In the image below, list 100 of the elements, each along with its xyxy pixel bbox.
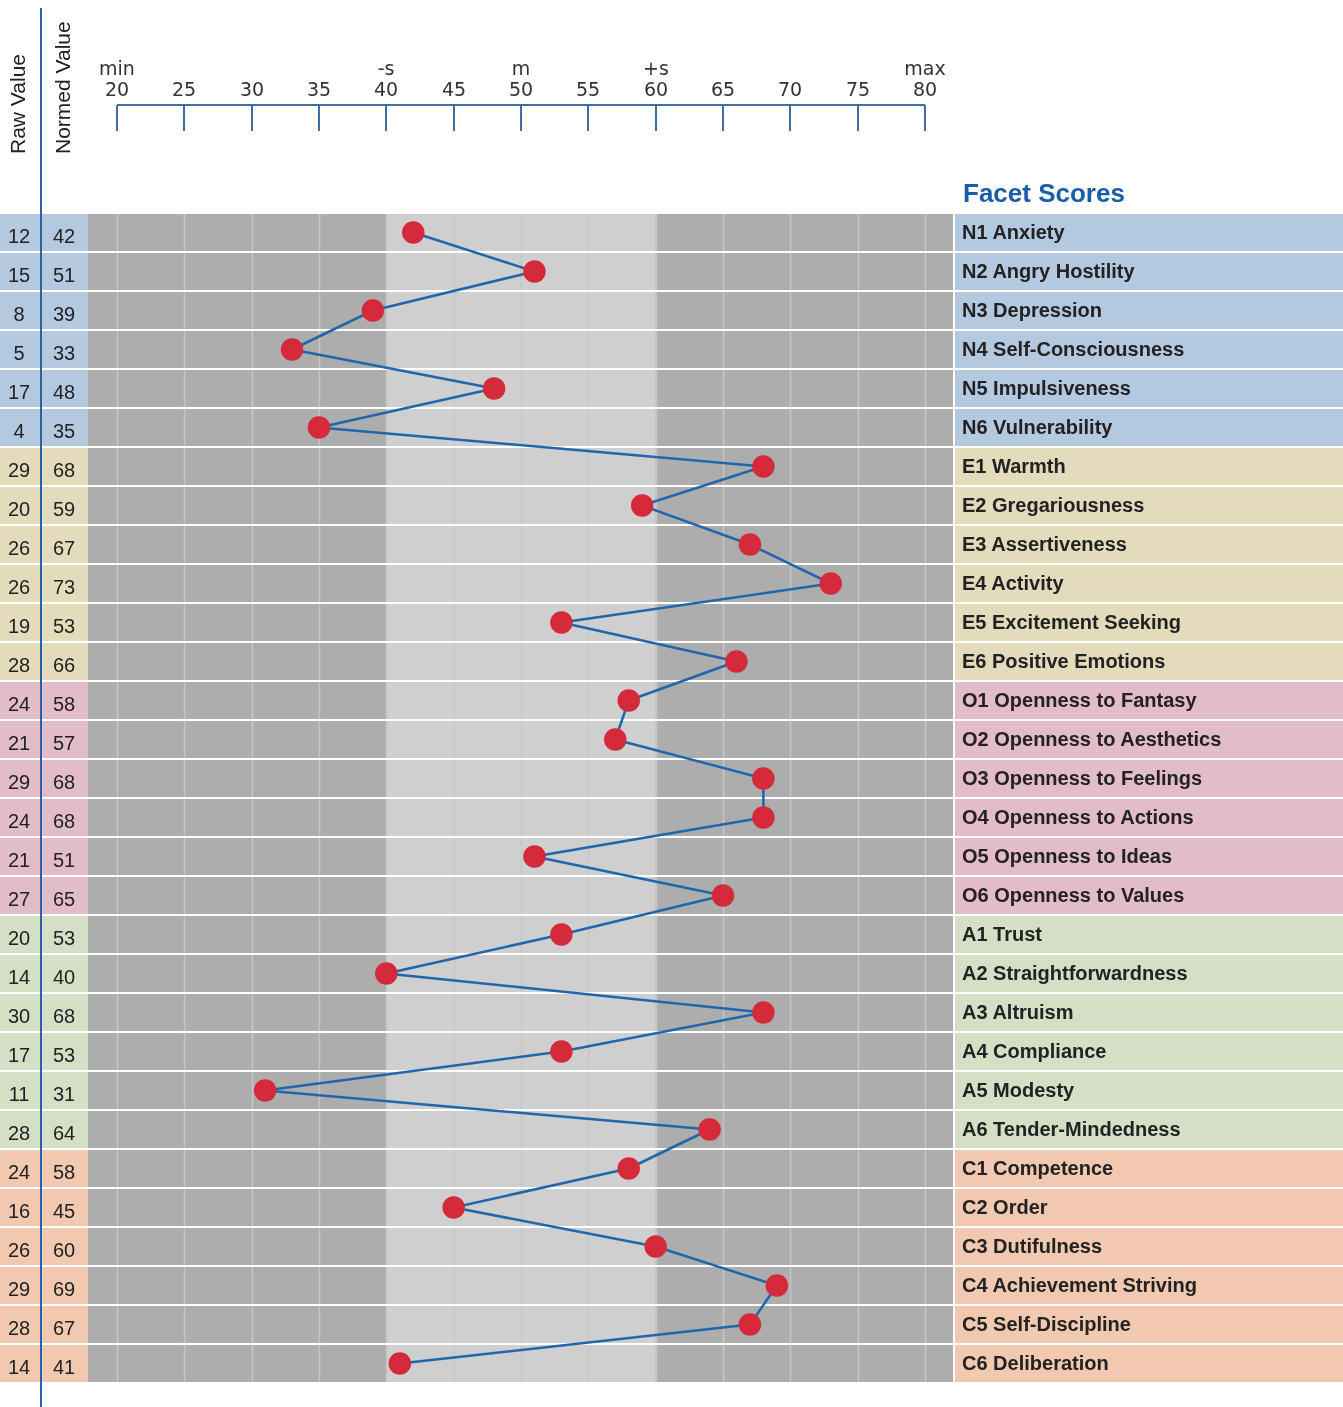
x-tick-label: min 20 — [99, 57, 135, 100]
y-tick-label: A5 Modesty — [962, 1079, 1076, 1102]
x-tick-label: 55 — [575, 78, 601, 100]
y-tick-label: E5 Excitement Seeking — [962, 611, 1181, 634]
y-tick-label: E1 Warmth — [962, 455, 1066, 478]
y-tick-label: A3 Altruism — [962, 1001, 1074, 1024]
text: 27 — [7, 888, 31, 911]
y-tick-label: C4 Achievement Striving — [962, 1274, 1197, 1297]
y-tick-label: A2 Straightforwardness — [962, 962, 1188, 985]
y-tick-label: N4 Self-Consciousness — [962, 338, 1185, 361]
x-tick-label: +s 60 — [643, 57, 669, 100]
data-label: 35 — [52, 420, 76, 443]
text: 29 — [7, 459, 31, 482]
text: 15 — [7, 264, 31, 287]
text: 12 — [7, 225, 31, 248]
y-tick-label: C3 Dutifulness — [962, 1235, 1103, 1258]
data-label: 41 — [52, 1356, 76, 1379]
y-tick-label: C6 Deliberation — [962, 1352, 1109, 1375]
text: 24 — [7, 1161, 31, 1184]
x-tick-label: max 80 — [904, 57, 946, 100]
data-label: 51 — [52, 849, 76, 872]
text: 28 — [7, 654, 31, 677]
text: 26 — [7, 1239, 31, 1262]
text: Facet Scores — [963, 178, 1125, 208]
y-tick-label: N6 Vulnerability — [962, 416, 1114, 439]
x-tick-label: -s 40 — [373, 57, 399, 100]
data-label: 51 — [52, 264, 76, 287]
text: 5 — [13, 342, 25, 365]
y-tick-label: O2 Openness to Aesthetics — [962, 728, 1222, 751]
text: 21 — [7, 732, 31, 755]
data-label: 64 — [52, 1122, 76, 1145]
data-label: 73 — [52, 576, 76, 599]
text: 20 — [7, 498, 31, 521]
text: 8 — [13, 303, 25, 326]
data-label: 53 — [52, 927, 76, 950]
x-tick-label: 75 — [845, 78, 871, 100]
data-label: 57 — [52, 732, 76, 755]
x-tick-label: 30 — [239, 78, 265, 100]
y-tick-label: N2 Angry Hostility — [962, 260, 1136, 283]
data-label: 39 — [52, 303, 76, 326]
y-tick-label: C2 Order — [962, 1196, 1048, 1219]
y-tick-label: N1 Anxiety — [962, 221, 1066, 244]
y-tick-label: E3 Assertiveness — [962, 533, 1127, 556]
y-tick-label: A1 Trust — [962, 923, 1043, 946]
y-tick-label: A6 Tender-Mindedness — [962, 1118, 1181, 1141]
data-label: 59 — [52, 498, 76, 521]
data-label: 65 — [52, 888, 76, 911]
text: 14 — [7, 966, 31, 989]
data-label: 53 — [52, 615, 76, 638]
y-tick-label: O1 Openness to Fantasy — [962, 689, 1198, 712]
data-label: 67 — [52, 537, 76, 560]
x-tick-label: m 50 — [508, 57, 534, 100]
data-label: 40 — [52, 966, 76, 989]
data-label: 58 — [52, 1161, 76, 1184]
y-tick-label: O4 Openness to Actions — [962, 806, 1194, 829]
y-tick-label: E6 Positive Emotions — [962, 650, 1166, 673]
text: 17 — [7, 381, 31, 404]
x-tick-label: 35 — [306, 78, 332, 100]
data-label: 33 — [52, 342, 76, 365]
data-label: 45 — [52, 1200, 76, 1223]
y-tick-label: N5 Impulsiveness — [962, 377, 1131, 400]
text: 26 — [7, 537, 31, 560]
text: 21 — [7, 849, 31, 872]
text: 29 — [7, 771, 31, 794]
y-tick-label: C1 Competence — [962, 1157, 1114, 1180]
data-label: 69 — [52, 1278, 76, 1301]
data-label: 60 — [52, 1239, 76, 1262]
y-tick-label: O3 Openness to Feelings — [962, 767, 1203, 790]
data-label: 48 — [52, 381, 76, 404]
text: 24 — [7, 693, 31, 716]
text: 4 — [13, 420, 25, 443]
y-tick-label: O5 Openness to Ideas — [962, 845, 1173, 868]
x-tick-label: 70 — [777, 78, 803, 100]
data-label: 66 — [52, 654, 76, 677]
text: 28 — [7, 1317, 31, 1340]
y-tick-label: O6 Openness to Values — [962, 884, 1185, 907]
x-tick-label: 45 — [441, 78, 467, 100]
data-label: 42 — [52, 225, 76, 248]
text: 26 — [7, 576, 31, 599]
text: 19 — [7, 615, 31, 638]
x-tick-label: 65 — [710, 78, 736, 100]
text: 28 — [7, 1122, 31, 1145]
x-tick-label: 25 — [171, 78, 197, 100]
y-tick-label: E4 Activity — [962, 572, 1065, 595]
text: 14 — [7, 1356, 31, 1379]
data-label: 53 — [52, 1044, 76, 1067]
text: 30 — [7, 1005, 31, 1028]
text: 11 — [8, 1083, 30, 1106]
text: Raw Value — [5, 54, 29, 154]
data-label: 31 — [52, 1083, 76, 1106]
y-tick-label: A4 Compliance — [962, 1040, 1107, 1063]
text: 16 — [7, 1200, 31, 1223]
data-label: 68 — [52, 771, 76, 794]
text: 24 — [7, 810, 31, 833]
data-label: 68 — [52, 459, 76, 482]
data-label: 67 — [52, 1317, 76, 1340]
y-tick-label: C5 Self-Discipline — [962, 1313, 1131, 1336]
data-label: 58 — [52, 693, 76, 716]
text: Normed Value — [50, 21, 74, 154]
data-label: 68 — [52, 1005, 76, 1028]
